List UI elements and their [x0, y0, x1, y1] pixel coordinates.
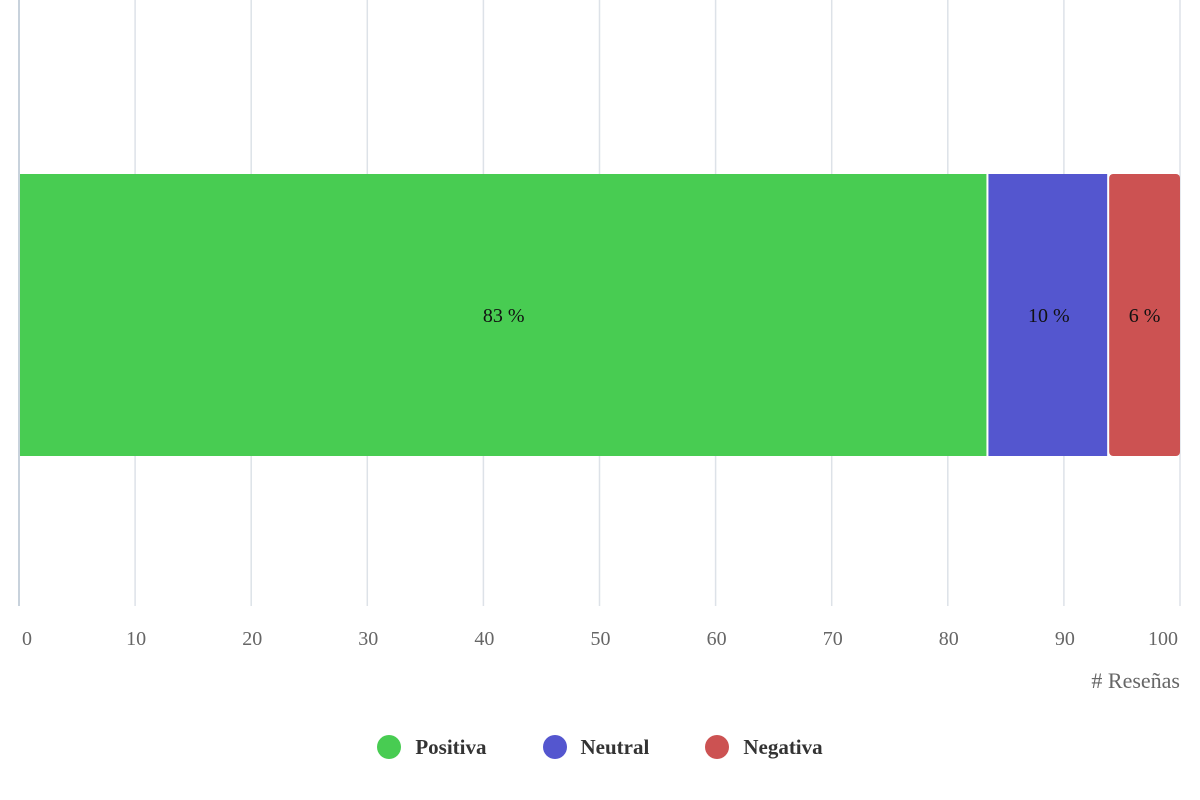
legend-label-negativa: Negativa: [743, 734, 823, 759]
bar-segment-positiva[interactable]: [20, 174, 987, 456]
bars: 83 % 10 % 6 %: [20, 174, 1180, 456]
bar-label-positiva: 83 %: [483, 305, 525, 327]
bar-segment-negativa[interactable]: [1109, 174, 1180, 456]
x-tick-label: 50: [591, 628, 611, 650]
legend-item-positiva[interactable]: Positiva: [377, 734, 487, 760]
legend-dot-negativa: [705, 735, 730, 759]
x-axis-title: # Reseñas: [1091, 668, 1180, 693]
x-tick-label: 90: [1055, 628, 1075, 650]
legend-label-neutral: Neutral: [580, 734, 650, 759]
legend: Positiva Neutral Negativa: [0, 727, 1200, 767]
legend-dot-neutral: [542, 735, 567, 759]
x-tick-label: 80: [939, 628, 959, 650]
x-tick-label: 100: [1148, 628, 1178, 650]
legend-label-positiva: Positiva: [415, 734, 487, 759]
x-tick-label: 40: [474, 628, 494, 650]
bar-label-neutral: 10 %: [1028, 305, 1070, 327]
x-tick-label: 20: [242, 628, 262, 650]
x-tick-label: 0: [22, 628, 32, 650]
x-tick-label: 60: [707, 628, 727, 650]
x-tick-label: 30: [358, 628, 378, 650]
x-tick-label: 10: [126, 628, 146, 650]
x-axis-ticks: 0 10 20 30 40 50 60 70 80 90 100: [22, 628, 1178, 650]
bar-segment-neutral[interactable]: [988, 174, 1108, 456]
bar-label-negativa: 6 %: [1129, 305, 1161, 327]
legend-item-neutral[interactable]: Neutral: [542, 734, 650, 760]
legend-item-negativa[interactable]: Negativa: [705, 734, 823, 760]
x-tick-label: 70: [823, 628, 843, 650]
legend-dot-positiva: [377, 735, 402, 759]
